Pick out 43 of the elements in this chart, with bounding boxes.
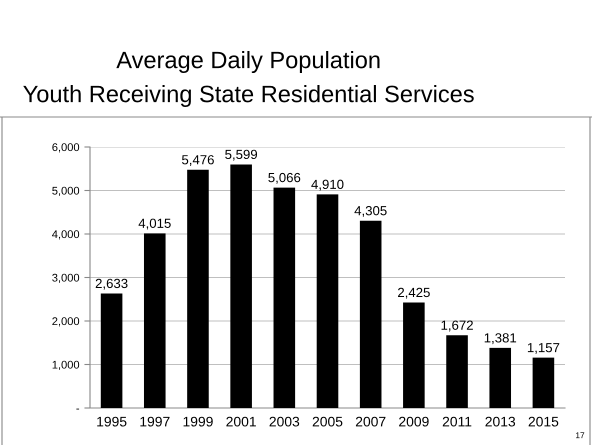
chart-subtitle: Youth Receiving State Residential Services [23,84,474,108]
data-label: 1,157 [528,343,560,354]
chart-title: Average Daily Population [116,50,380,74]
x-tick-label: 2005 [312,416,342,427]
y-tick-label: 3,000 [52,274,80,283]
data-label: 5,476 [182,155,214,166]
data-label: 4,305 [354,206,387,217]
bar [100,293,122,408]
text: 17 [576,432,584,438]
y-tick-label: 1,000 [52,360,80,370]
bar [489,348,512,408]
data-label: 2,633 [96,278,128,290]
x-tick-label: 1995 [97,416,126,427]
data-label: 1,381 [484,333,516,344]
x-tick-label: 2013 [485,416,516,427]
bar [230,164,252,408]
data-label: 1,672 [442,320,473,332]
bar [187,170,209,408]
bar [360,220,382,408]
data-label: 2,425 [398,288,430,299]
x-tick-label: 2011 [442,416,472,427]
y-tick-label: - [76,408,80,410]
bar [274,188,296,408]
x-tick-label: 2007 [356,416,386,427]
data-label: 4,910 [311,180,344,191]
x-tick-label: 1997 [140,416,170,427]
data-label: 5,599 [225,150,258,161]
x-tick-label: 1999 [184,416,213,427]
bar [316,194,338,408]
x-tick-label: 2003 [270,416,300,427]
bar [144,233,166,408]
y-tick-label: 4,000 [52,230,80,240]
x-tick-label: 2009 [399,416,429,427]
data-label: 5,066 [268,172,300,184]
data-label: 4,015 [138,218,171,230]
bar [403,302,425,408]
y-tick-label: 2,000 [52,317,80,326]
bar [446,335,468,408]
x-tick-label: 2015 [528,416,558,427]
y-tick-label: 5,000 [52,186,80,196]
bar [532,358,554,408]
x-tick-label: 2001 [226,416,256,427]
y-tick-label: 6,000 [52,143,80,152]
